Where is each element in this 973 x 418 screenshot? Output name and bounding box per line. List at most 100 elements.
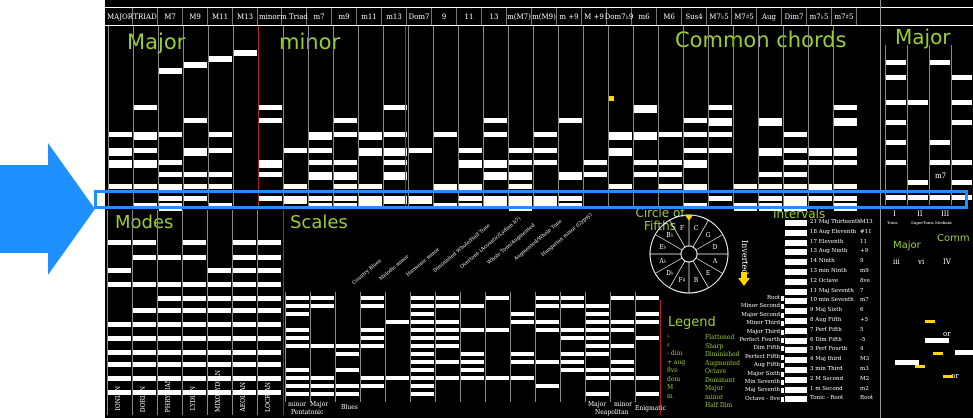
right-lower-key: [925, 338, 949, 343]
scale-key: [586, 304, 609, 308]
chord-key: [559, 196, 582, 201]
comm-lower-title: Comm: [937, 233, 970, 244]
scale-key: [411, 376, 434, 380]
mode-key: [258, 240, 281, 245]
chord-key: [809, 196, 832, 201]
interval-key: [785, 337, 807, 344]
legend-item: Dominant: [705, 376, 735, 384]
chord-header: M13: [233, 8, 258, 25]
scale-key: [311, 376, 334, 380]
chord-key: [534, 196, 557, 204]
right-key: [930, 195, 950, 200]
right-key: [886, 60, 906, 65]
chord-key: [759, 148, 782, 156]
chord-header: m7♯5: [832, 8, 857, 25]
minor-title: minor: [279, 30, 341, 54]
circle-spoke: [669, 260, 686, 288]
chord-key: [534, 160, 557, 165]
chord-key: [109, 132, 132, 137]
scale-key: [286, 296, 309, 300]
interval-key: [785, 249, 807, 256]
scale-key: [536, 296, 559, 300]
scale-key: [286, 328, 309, 332]
chord-column: [683, 26, 708, 206]
scale-key: [611, 296, 634, 300]
mode-key: [183, 322, 206, 327]
chord-key: [484, 132, 507, 137]
scale-key: [411, 368, 434, 372]
scale-key: [411, 296, 434, 300]
scale-key: [311, 344, 334, 348]
interval-name: 7 Perf Fifth: [810, 326, 842, 333]
mode-key: [258, 282, 281, 287]
scale-bottom-major: Major: [310, 401, 329, 408]
legend-item: Major: [705, 385, 724, 392]
scale-key: [611, 320, 634, 324]
chord-key: [434, 184, 457, 192]
chord-key: [459, 184, 482, 192]
chord-column: [608, 26, 633, 206]
interval-name: 14 Ninth: [810, 258, 835, 265]
interval-code: M13: [860, 219, 873, 225]
scale-key: [611, 360, 634, 364]
mode-key: [258, 362, 281, 367]
interval-name: 5 Perf Fourth: [810, 346, 848, 353]
scale-key: [411, 328, 434, 332]
yellow-arrow: [915, 365, 925, 368]
major-minor-divider: [258, 26, 259, 206]
scale-column: [610, 292, 635, 402]
mode-key: [183, 362, 206, 367]
scale-key: [461, 368, 484, 372]
chord-key: [384, 196, 407, 204]
yellow-arrow: [943, 375, 953, 378]
chord-header: M11: [208, 8, 233, 25]
scale-column: [535, 292, 560, 402]
chord-key: [134, 203, 157, 208]
major-right-title: Major: [895, 25, 951, 49]
roman-sub: Mediant: [935, 220, 952, 225]
chord-key: [209, 132, 232, 137]
right-column: [929, 45, 951, 205]
chord-key: [759, 172, 782, 177]
scale-column: [635, 292, 660, 402]
scale-key: [461, 352, 484, 356]
interval-left-key: [781, 346, 784, 352]
legend-symbol: + aug: [667, 358, 686, 366]
interval-left-key: [781, 329, 784, 335]
interval-left-key: [781, 371, 784, 377]
chord-key: [209, 203, 232, 208]
chord-key: [159, 172, 182, 177]
mode-key: [183, 282, 206, 287]
chord-key: [809, 184, 832, 192]
chord-header: Aug: [757, 8, 782, 25]
chord-key: [584, 172, 607, 177]
interval-left-name: Major Second: [741, 311, 780, 318]
chord-key: [334, 132, 357, 137]
chord-key: [559, 118, 582, 123]
scale-key: [286, 312, 309, 316]
chord-key: [834, 105, 857, 110]
right-key: [930, 140, 950, 145]
chord-key: [709, 196, 732, 201]
chord-key: [834, 196, 857, 201]
circle-note: B♭: [666, 232, 673, 239]
circle-note: F: [680, 225, 684, 232]
mode-key: [258, 308, 281, 313]
mode-key: [208, 268, 231, 273]
circle-note: D: [713, 244, 718, 251]
interval-name: 13 min Ninth: [810, 268, 847, 274]
interval-left-key: [781, 388, 784, 394]
chord-key: [359, 148, 382, 156]
mode-key: [158, 308, 181, 313]
circle-note: D♭: [666, 270, 674, 277]
mode-key: [183, 390, 206, 395]
major-lower-title: Major: [893, 240, 921, 251]
minor-common-divider: [405, 26, 406, 206]
scale-column: [385, 292, 410, 402]
chord-key: [259, 118, 282, 123]
chord-column: [233, 26, 258, 206]
interval-left-key: [781, 363, 784, 369]
scale-key: [511, 360, 534, 364]
interval-key: [785, 220, 807, 226]
chord-key: [309, 172, 332, 180]
